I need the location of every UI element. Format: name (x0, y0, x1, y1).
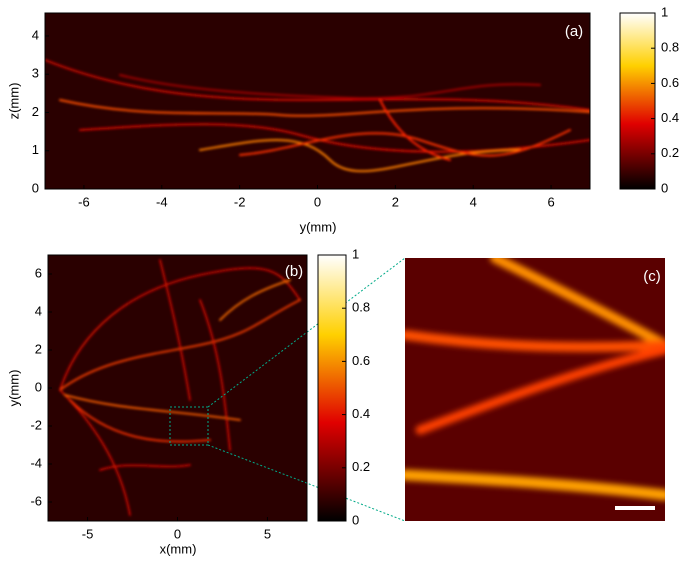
colorbar-tick-label: 0.8 (661, 40, 679, 55)
y-tick-label: 1 (32, 142, 39, 157)
x-tick-label: -2 (234, 194, 246, 209)
colorbar-tick-label: 0.2 (352, 459, 370, 474)
x-tick-label: 2 (392, 194, 399, 209)
y-tick-label: -6 (30, 493, 42, 508)
x-tick-label: -4 (156, 194, 168, 209)
colorbar-tick-label: 0 (661, 180, 668, 195)
colorbar (317, 254, 347, 522)
x-tick-label: -5 (82, 526, 94, 541)
x-tick-label: 6 (547, 194, 554, 209)
x-tick-label: 0 (174, 526, 181, 541)
y-tick-label: -4 (30, 455, 42, 470)
x-tick-label: -6 (78, 194, 90, 209)
colorbar (619, 12, 656, 190)
colorbar-tick-label: 1 (352, 246, 359, 261)
panel-label: (c) (643, 268, 661, 285)
colorbar-tick-label: 0.4 (661, 110, 679, 125)
colorbar-tick-label: 0.8 (352, 300, 370, 315)
colorbar-tick-label: 0.6 (352, 353, 370, 368)
x-tick-label: 0 (314, 194, 321, 209)
y-tick-label: 0 (35, 379, 42, 394)
y-tick-label: 3 (32, 66, 39, 81)
y-tick-label: 0 (32, 180, 39, 195)
y-tick-label: 4 (35, 303, 42, 318)
y-tick-label: 6 (35, 265, 42, 280)
image-b (48, 255, 307, 521)
colorbar-tick-label: 0.4 (352, 406, 370, 421)
x-tick-label: 5 (264, 526, 271, 541)
x-axis-label: y(mm) (300, 219, 337, 234)
y-axis-label: y(mm) (6, 370, 21, 407)
y-tick-label: 2 (32, 104, 39, 119)
colorbar-tick-label: 0.6 (661, 75, 679, 90)
panel-label: (b) (285, 263, 303, 280)
y-axis-label: z(mm) (6, 83, 21, 120)
colorbar-tick-label: 0.2 (661, 145, 679, 160)
y-tick-label: 4 (32, 27, 39, 42)
y-tick-label: -2 (30, 417, 42, 432)
x-axis-label: x(mm) (160, 541, 197, 556)
colorbar-tick-label: 0 (352, 512, 359, 527)
zoom-line (207, 257, 406, 408)
image-c (405, 258, 665, 521)
image-a (45, 13, 590, 189)
x-tick-label: 4 (470, 194, 477, 209)
y-tick-label: 2 (35, 341, 42, 356)
panel-label: (a) (565, 23, 583, 40)
colorbar-tick-label: 1 (661, 4, 668, 19)
